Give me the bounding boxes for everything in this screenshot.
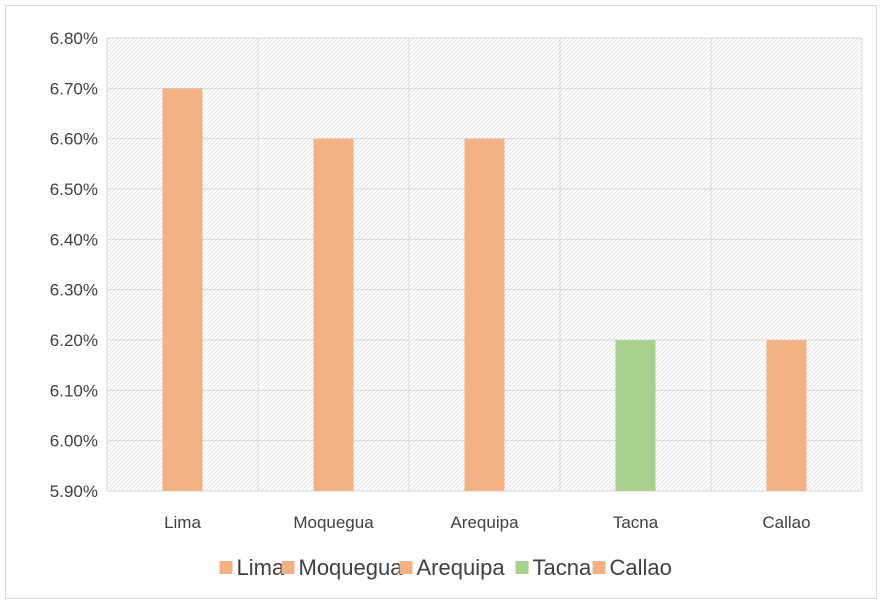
legend-label: Tacna [533,555,592,580]
y-tick-label: 6.40% [50,230,98,249]
bar-chart: 5.90% 6.00% 6.10% 6.20% 6.30% 6.40% 6.50% 6.60%… [50,29,863,580]
y-tick-label: 6.30% [50,281,98,300]
x-tick-label: Arequipa [450,513,519,532]
legend-swatch [399,561,413,574]
legend-swatch [219,561,233,574]
bar-moquegua [313,138,354,491]
y-tick-label: 6.50% [50,180,98,199]
y-axis-ticks: 5.90% 6.00% 6.10% 6.20% 6.30% 6.40% 6.50% 6.60%… [50,29,98,501]
y-tick-label: 5.90% [50,482,98,501]
x-tick-label: Lima [164,513,201,532]
bar-tacna [615,340,656,491]
legend-label: Arequipa [417,555,506,580]
bar-lima [162,88,203,491]
x-tick-label: Tacna [613,513,659,532]
y-tick-label: 6.70% [50,79,98,98]
y-tick-label: 6.80% [50,29,98,48]
y-tick-label: 6.60% [50,130,98,149]
bars [162,88,807,491]
legend-label: Lima [237,555,285,580]
legend-swatch [515,561,529,574]
x-tick-label: Callao [762,513,810,532]
legend: Lima Moquegua Arequipa Tacna Callao [219,555,672,580]
bar-arequipa [464,138,505,491]
x-tick-label: Moquegua [293,513,374,532]
x-axis-ticks: Lima Moquegua Arequipa Tacna Callao [164,513,811,532]
legend-label: Callao [610,555,672,580]
y-tick-label: 6.20% [50,331,98,350]
y-tick-label: 6.10% [50,381,98,400]
bar-callao [766,340,807,491]
legend-swatch [592,561,606,574]
legend-swatch [281,561,295,574]
legend-label: Moquegua [299,555,404,580]
y-tick-label: 6.00% [50,432,98,451]
chart-frame: 5.90% 6.00% 6.10% 6.20% 6.30% 6.40% 6.50% 6.60%… [5,5,877,599]
